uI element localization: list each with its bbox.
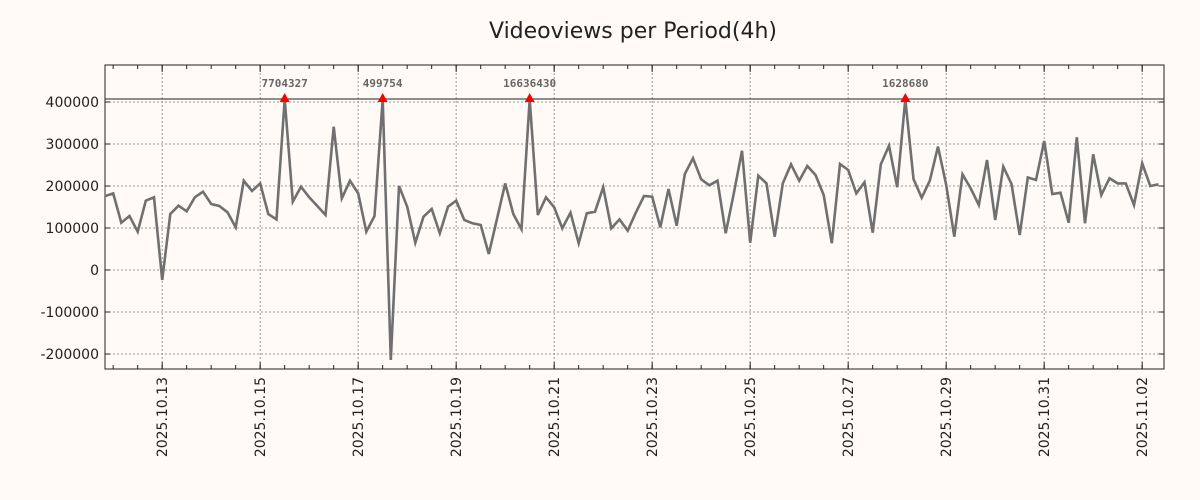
y-tick-label: -100000 — [41, 305, 100, 321]
y-tick-label: 100000 — [46, 221, 99, 237]
y-tick-label: -200000 — [41, 347, 100, 363]
x-tick-label: 2025.10.15 — [253, 377, 269, 457]
grid — [105, 65, 1164, 369]
x-tick-label: 2025.10.17 — [351, 377, 367, 457]
x-tick-label: 2025.10.29 — [939, 377, 955, 457]
x-tick-label: 2025.10.21 — [547, 377, 563, 457]
peak-value-label: 7704327 — [261, 77, 307, 90]
peak-marker-icon — [377, 93, 388, 103]
series — [104, 98, 1159, 361]
y-tick-label: 400000 — [46, 95, 99, 111]
x-tick-label: 2025.10.31 — [1037, 377, 1053, 457]
peak-value-label: 499754 — [363, 77, 403, 90]
chart-title: Videoviews per Period(4h) — [489, 19, 777, 44]
x-tick-label: 2025.11.02 — [1135, 377, 1151, 457]
x-tick-label: 2025.10.23 — [645, 377, 661, 457]
y-tick-label: 200000 — [46, 179, 99, 195]
y-tick-label: 300000 — [46, 137, 99, 153]
axes: 400000 300000 200000 100000 0 -100000 -200000 2… — [41, 64, 1165, 457]
x-tick-label: 2025.10.19 — [449, 377, 465, 457]
annotations: 7704327 499754 16636430 1628680 — [261, 77, 929, 103]
peak-marker-icon — [900, 93, 911, 103]
peak-marker-icon — [279, 93, 290, 103]
x-tick-label: 2025.10.13 — [155, 377, 171, 457]
series-line — [104, 98, 1159, 361]
peak-marker-icon — [524, 93, 535, 103]
peak-value-label: 16636430 — [503, 77, 556, 90]
peak-value-label: 1628680 — [882, 77, 928, 90]
x-tick-label: 2025.10.25 — [743, 377, 759, 457]
x-tick-label: 2025.10.27 — [841, 377, 857, 457]
plot-frame — [104, 64, 1165, 370]
y-tick-label: 0 — [90, 263, 99, 279]
